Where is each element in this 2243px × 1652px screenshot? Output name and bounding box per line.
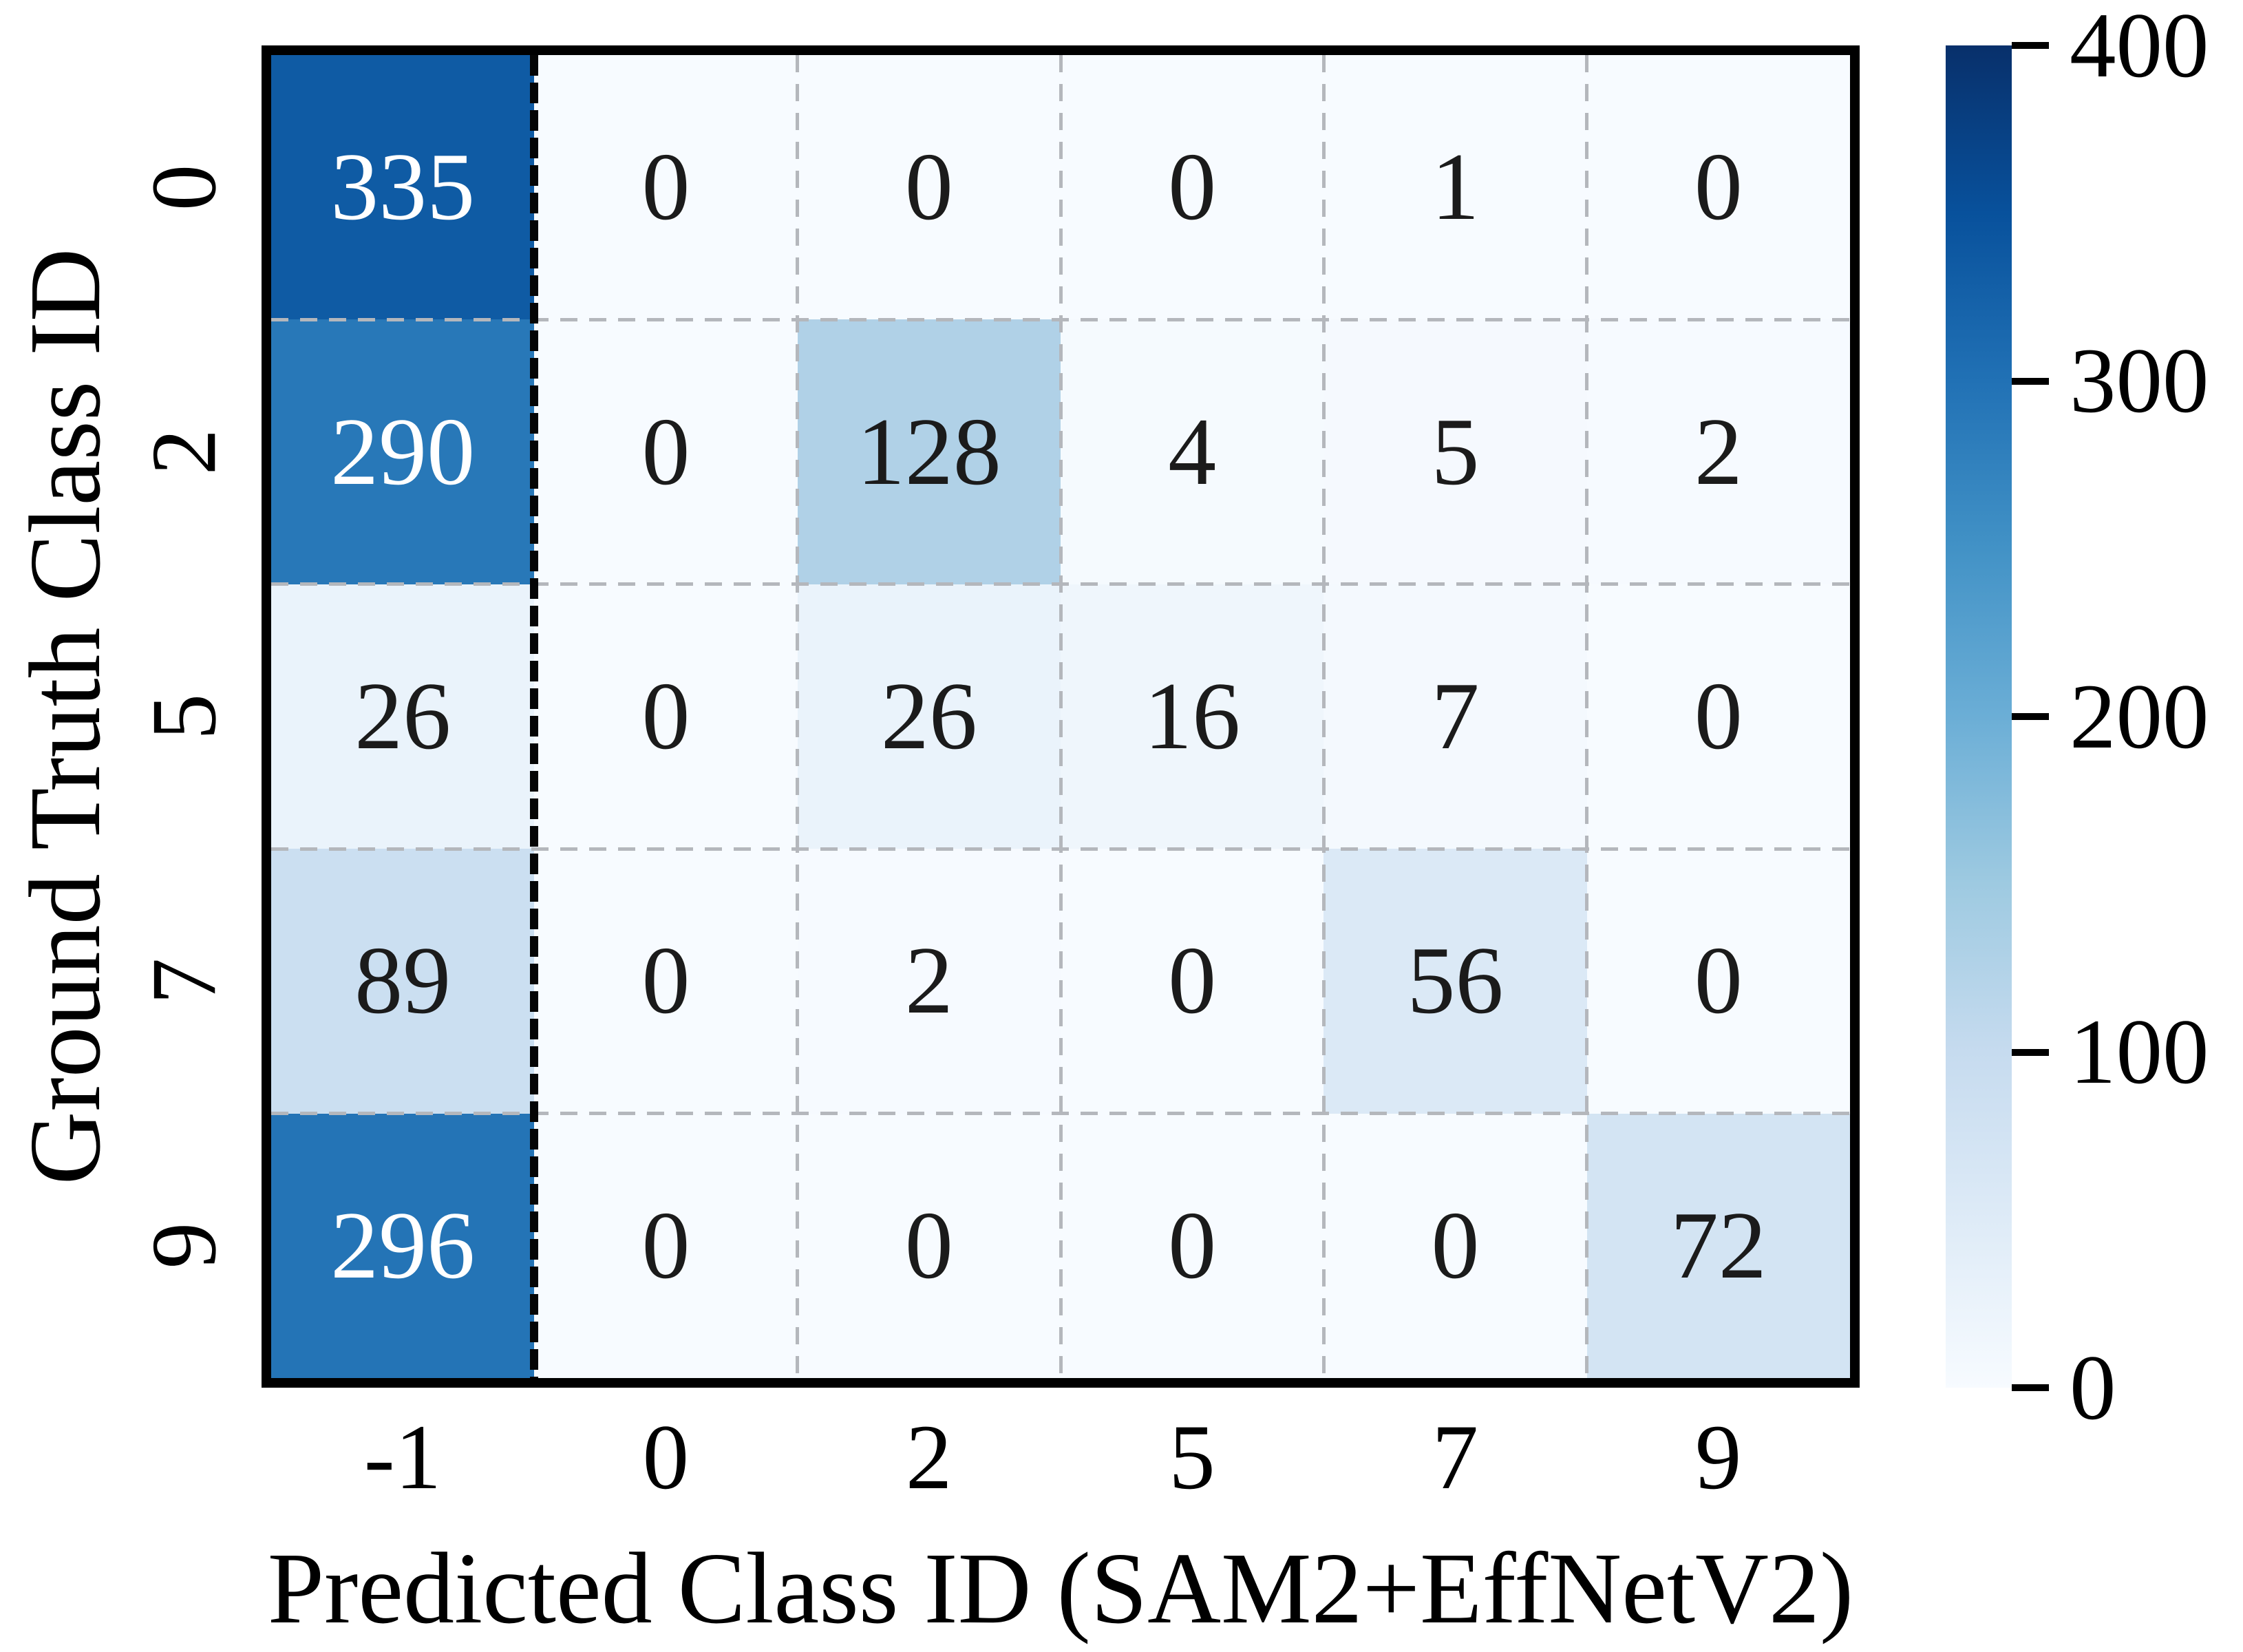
colorbar-tick-mark	[2012, 42, 2049, 49]
matrix-cell: 56	[1324, 849, 1587, 1114]
colorbar-tick-mark	[2012, 377, 2049, 385]
colorbar-tick-mark	[2012, 1048, 2049, 1056]
y-tick-label: 5	[133, 693, 236, 740]
y-tick-label: 0	[133, 164, 236, 211]
colorbar-tick-label: 0	[2070, 1336, 2116, 1439]
matrix-cell: 0	[1586, 55, 1850, 320]
x-tick-label: 5	[1169, 1406, 1215, 1509]
matrix-cell: 0	[1324, 1113, 1587, 1378]
outlier-column-separator-line	[530, 55, 539, 1378]
matrix-cell: 0	[534, 849, 798, 1114]
colorbar-tick-label: 100	[2070, 1001, 2209, 1103]
colorbar-tick-label: 200	[2070, 665, 2209, 768]
matrix-cell: 296	[271, 1113, 535, 1378]
gridline-vertical	[796, 55, 800, 1378]
colorbar-tick-mark	[2012, 713, 2049, 720]
x-tick-label: 7	[1432, 1406, 1479, 1509]
gridline-vertical	[1059, 55, 1063, 1378]
matrix-cell: 2	[1586, 319, 1850, 584]
matrix-cell: 89	[271, 849, 535, 1114]
x-tick-label: 2	[905, 1406, 953, 1509]
y-tick-label: 7	[133, 957, 236, 1005]
y-axis-label: Ground Truth Class ID	[9, 248, 122, 1185]
matrix-cell: 335	[271, 55, 535, 320]
colorbar-tick-label: 400	[2070, 0, 2209, 97]
x-tick-label: -1	[363, 1406, 442, 1509]
x-tick-label: 9	[1694, 1406, 1742, 1509]
matrix-cell: 0	[534, 584, 798, 849]
colorbar-tick-label: 300	[2070, 330, 2209, 432]
matrix-cell: 0	[1061, 55, 1324, 320]
matrix-cell: 0	[534, 1113, 798, 1378]
matrix-cell: 26	[797, 584, 1061, 849]
matrix-cell: 5	[1324, 319, 1587, 584]
matrix-cell: 0	[797, 55, 1061, 320]
y-tick-label: 9	[133, 1222, 236, 1269]
matrix-cell: 16	[1061, 584, 1324, 849]
colorbar-tick-mark	[2012, 1384, 2049, 1391]
matrix-cell: 290	[271, 319, 535, 584]
x-tick-label: 0	[642, 1406, 690, 1509]
matrix-cell: 0	[797, 1113, 1061, 1378]
matrix-cell: 7	[1324, 584, 1587, 849]
colorbar-gradient	[1946, 45, 2012, 1388]
matrix-cell: 0	[534, 319, 798, 584]
matrix-cell: 2	[797, 849, 1061, 1114]
heatmap-matrix: 335 0 0 0 1 0 290 0 128 4 5 2 26 0 26 16 7 0 89 0 2 0 56 0 296 0 0…	[262, 45, 1860, 1388]
matrix-cell: 0	[1586, 584, 1850, 849]
matrix-cell: 26	[271, 584, 535, 849]
matrix-cell: 0	[1061, 1113, 1324, 1378]
y-tick-label: 2	[133, 428, 236, 476]
matrix-cell: 72	[1586, 1113, 1850, 1378]
matrix-cell: 0	[1586, 849, 1850, 1114]
matrix-cell: 0	[534, 55, 798, 320]
matrix-cell: 128	[797, 319, 1061, 584]
matrix-cell: 0	[1061, 849, 1324, 1114]
matrix-cell: 4	[1061, 319, 1324, 584]
gridline-vertical	[1585, 55, 1589, 1378]
heatmap-cells: 335 0 0 0 1 0 290 0 128 4 5 2 26 0 26 16 7 0 89 0 2 0 56 0 296 0 0…	[271, 55, 1850, 1378]
x-axis-label: Predicted Class ID (SAM2+EffNetV2)	[267, 1532, 1854, 1645]
matrix-cell: 1	[1324, 55, 1587, 320]
gridline-vertical	[1321, 55, 1326, 1378]
